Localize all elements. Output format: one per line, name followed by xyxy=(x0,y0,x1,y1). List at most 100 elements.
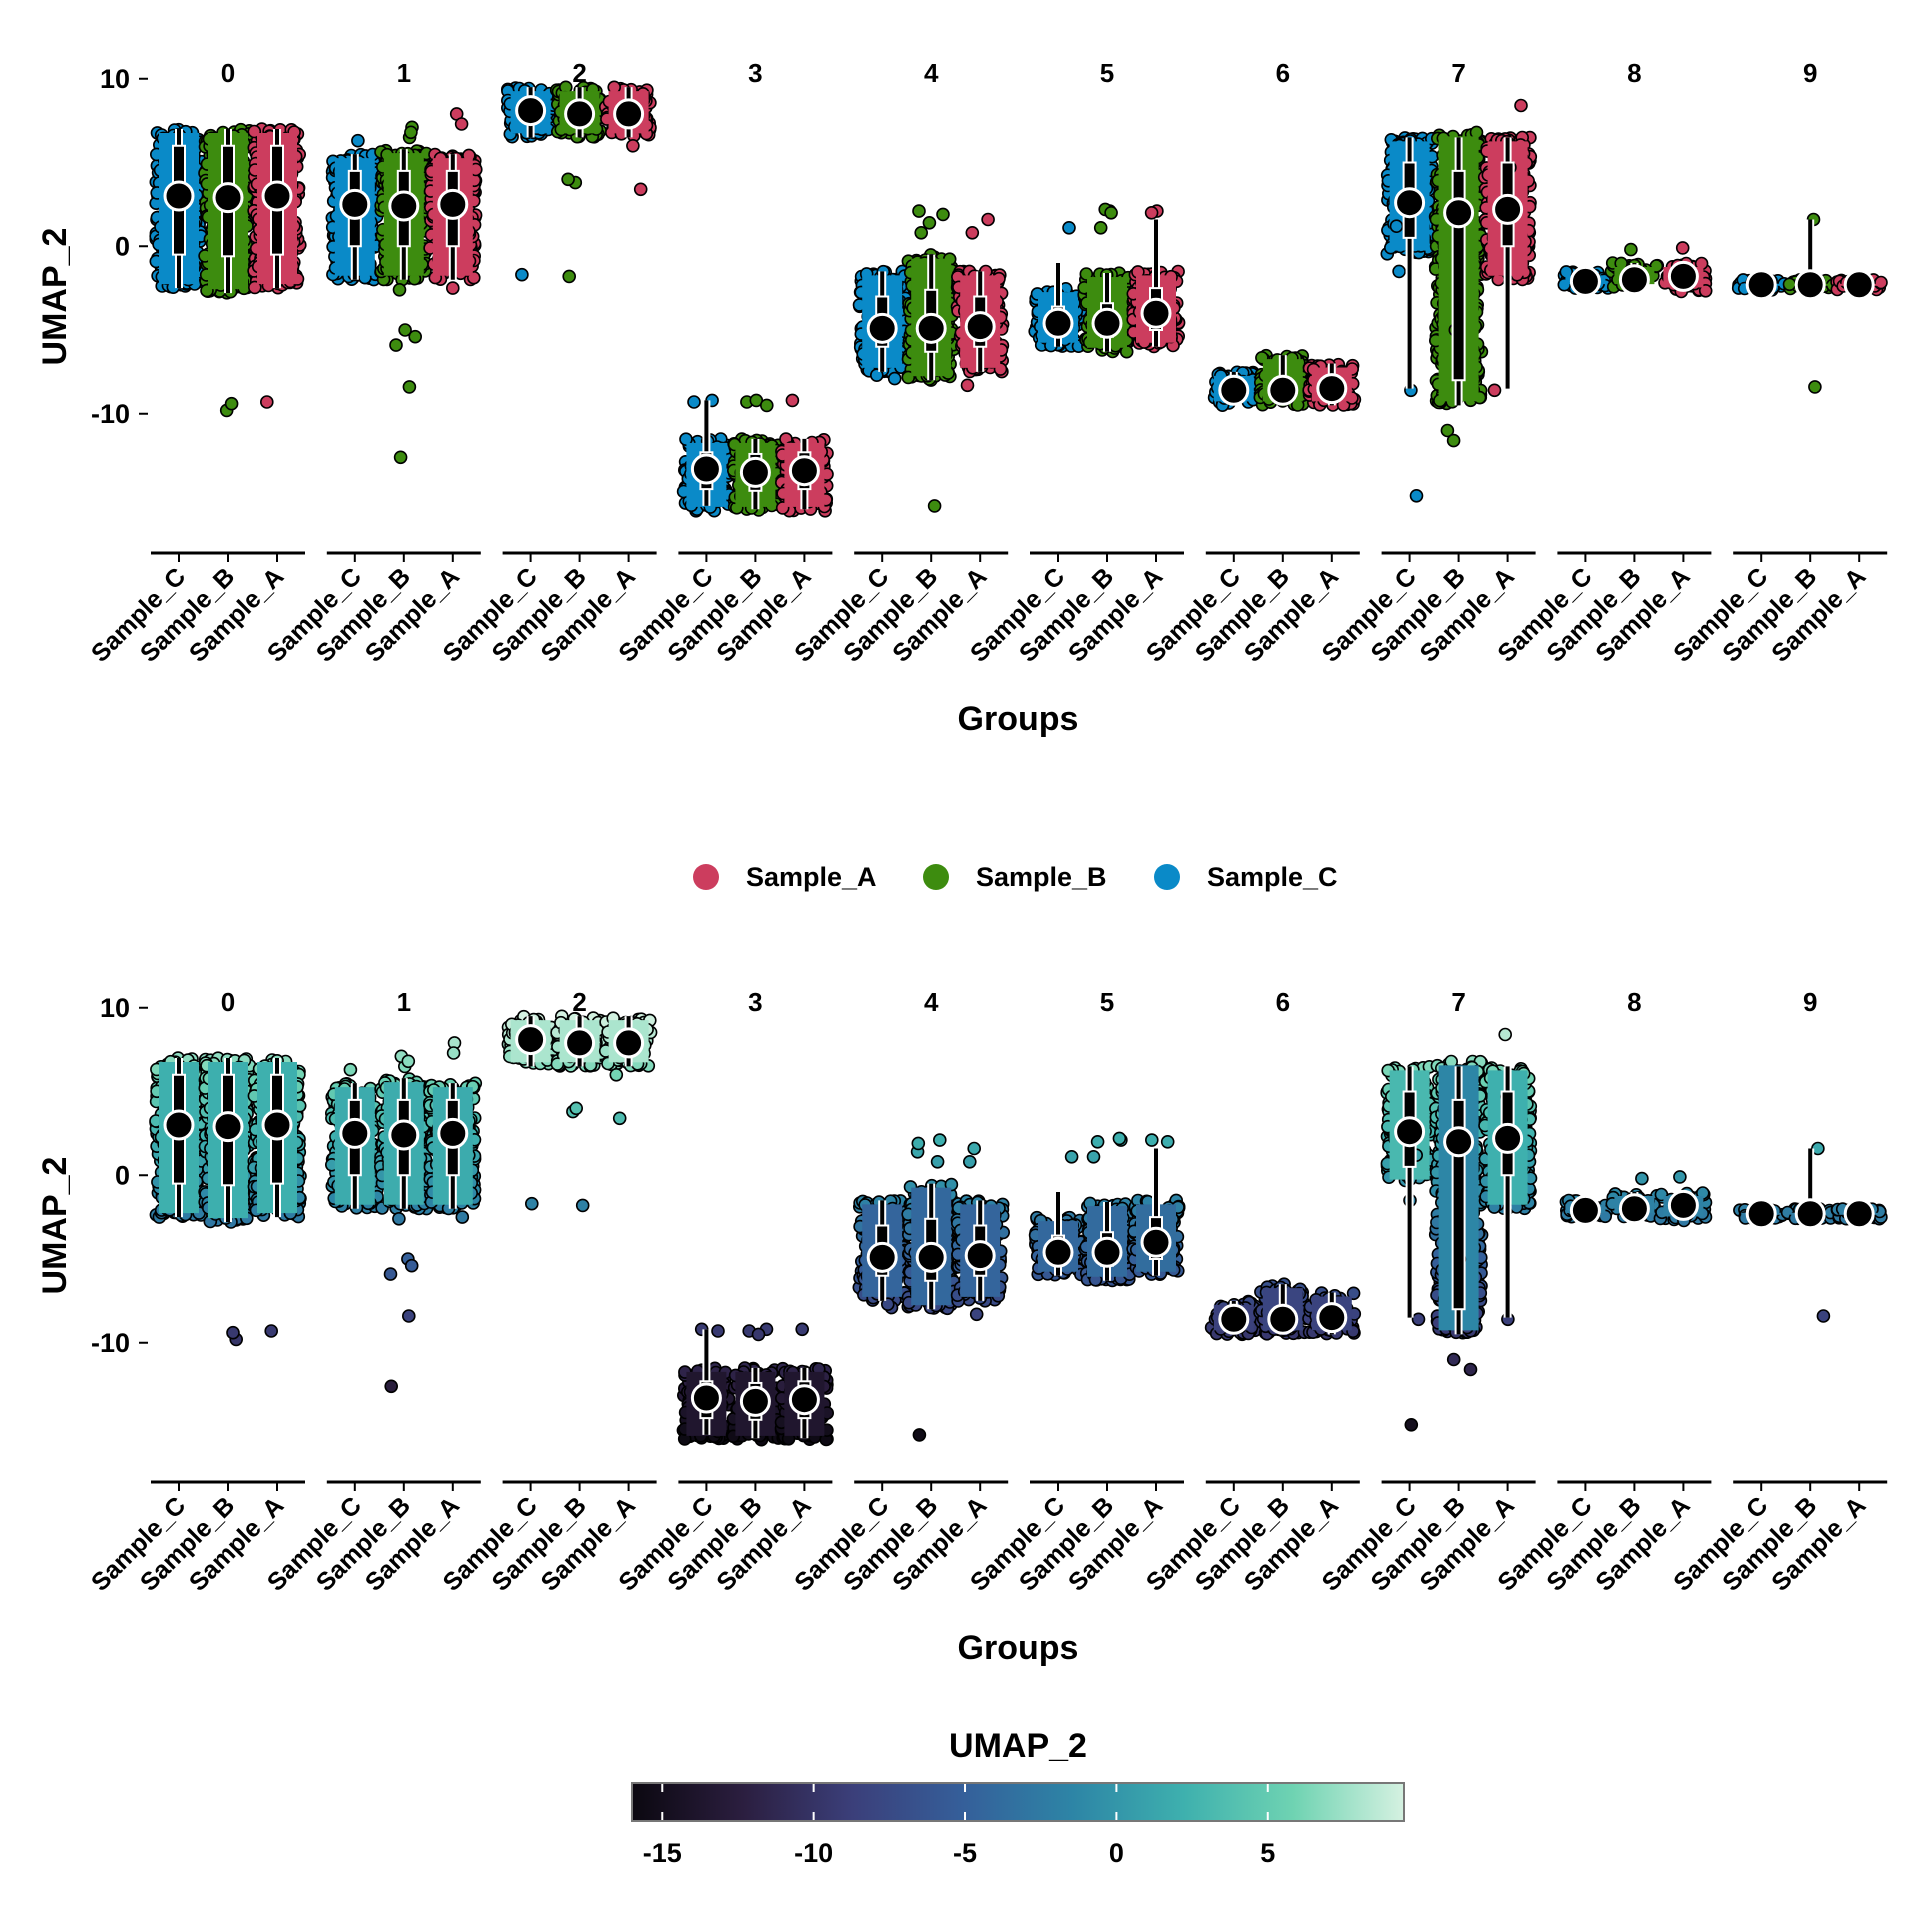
median-point xyxy=(1394,187,1426,219)
outlier-point xyxy=(226,1325,240,1340)
box-sample_c xyxy=(676,393,737,518)
outlier-point xyxy=(981,212,995,227)
box-sample_c xyxy=(1207,365,1263,413)
median-point xyxy=(388,190,420,222)
median-point xyxy=(261,180,293,212)
median-point xyxy=(690,453,722,485)
y-tick-label: -10 xyxy=(91,399,130,429)
outlier-point xyxy=(408,329,423,344)
median-point xyxy=(1140,297,1172,329)
y-axis-label: UMAP_2 xyxy=(36,228,74,366)
outlier-point xyxy=(402,380,417,394)
box-sample_a xyxy=(950,212,1010,393)
outlier-point xyxy=(687,395,701,409)
outlier-point xyxy=(561,172,575,187)
box-sample_c xyxy=(1380,131,1439,503)
median-point xyxy=(212,1111,244,1143)
outlier-point xyxy=(912,204,926,218)
outlier-point xyxy=(1446,433,1461,448)
outlier-point xyxy=(1104,206,1118,220)
facet-label: 6 xyxy=(1276,58,1290,88)
outlier-point xyxy=(887,371,902,386)
median-point xyxy=(339,188,371,220)
outlier-point xyxy=(389,338,403,352)
outlier-point xyxy=(1514,98,1528,113)
median-point xyxy=(1042,307,1074,339)
facet-label: 9 xyxy=(1803,58,1817,88)
outlier-point xyxy=(626,139,640,153)
median-point xyxy=(1667,260,1699,292)
box-sample_a xyxy=(247,122,307,409)
outlier-point xyxy=(515,267,529,282)
outlier-point xyxy=(404,125,418,140)
jitter-point xyxy=(1874,275,1888,290)
box-sample_b xyxy=(549,80,609,284)
top-panel: 100-10UMAP_2Groups0Sample_CSample_BSampl… xyxy=(36,58,1888,738)
y-tick-label: 10 xyxy=(100,64,130,94)
median-point xyxy=(1443,197,1475,229)
outlier-point xyxy=(454,117,469,131)
y-tick-label: 0 xyxy=(115,1160,130,1190)
legend-label-sample-c: Sample_C xyxy=(1207,862,1338,892)
box-sample_a xyxy=(1126,204,1186,354)
median-point xyxy=(564,98,596,130)
outlier-point xyxy=(1093,221,1108,235)
median-point xyxy=(739,456,771,488)
outlier-point xyxy=(1392,264,1406,279)
median-point xyxy=(437,188,469,220)
outlier-point xyxy=(1675,241,1690,255)
box-sample_b xyxy=(901,204,961,513)
outlier-point xyxy=(1487,383,1502,398)
median-point xyxy=(1745,269,1777,301)
box-sample_a xyxy=(1830,269,1888,301)
outlier-point xyxy=(259,395,274,409)
box-sample_b xyxy=(374,120,434,465)
box-sample_b xyxy=(1604,242,1665,296)
median-point xyxy=(1316,373,1348,405)
sample-legend: Sample_A Sample_B Sample_C xyxy=(693,862,1338,892)
box-sample_a xyxy=(1658,241,1713,299)
outlier-point xyxy=(936,207,950,222)
legend-swatch-sample-b xyxy=(923,864,949,890)
y-tick-label: 10 xyxy=(100,993,130,1023)
median-point xyxy=(1091,307,1123,339)
median-point xyxy=(163,1109,195,1141)
median-point xyxy=(1492,193,1524,225)
box-sample_a xyxy=(247,1053,307,1338)
facet-label: 0 xyxy=(221,987,235,1017)
y-axis-label: UMAP_2 xyxy=(36,1157,74,1295)
outlier-point xyxy=(1062,221,1076,235)
outlier-point xyxy=(1808,380,1822,394)
outlier-point xyxy=(224,396,239,411)
y-tick-label: -10 xyxy=(91,1328,130,1358)
facet-label: 0 xyxy=(221,58,235,88)
outlier-point xyxy=(922,216,937,230)
outlier-point xyxy=(960,378,975,393)
facet-label: 8 xyxy=(1627,58,1641,88)
legend-label-sample-b: Sample_B xyxy=(976,862,1107,892)
facet-label: 1 xyxy=(397,58,411,88)
outlier-point xyxy=(785,393,800,408)
facet-label: 3 xyxy=(748,58,762,88)
median-point xyxy=(1794,269,1826,301)
outlier-point xyxy=(392,282,407,297)
outlier-point xyxy=(927,499,942,513)
outlier-point xyxy=(393,450,408,465)
outlier-point xyxy=(633,182,648,197)
median-point xyxy=(212,182,244,214)
median-point xyxy=(788,455,820,487)
x-axis-label: Groups xyxy=(958,1629,1079,1667)
box-sample_c xyxy=(852,264,913,386)
median-point xyxy=(1618,264,1650,296)
median-point xyxy=(1843,269,1875,301)
median-point xyxy=(1569,265,1601,297)
outlier-point xyxy=(562,269,577,284)
median-point xyxy=(1218,374,1250,406)
outlier-point xyxy=(914,226,929,240)
median-point xyxy=(866,312,898,344)
outlier-point xyxy=(1389,219,1404,233)
